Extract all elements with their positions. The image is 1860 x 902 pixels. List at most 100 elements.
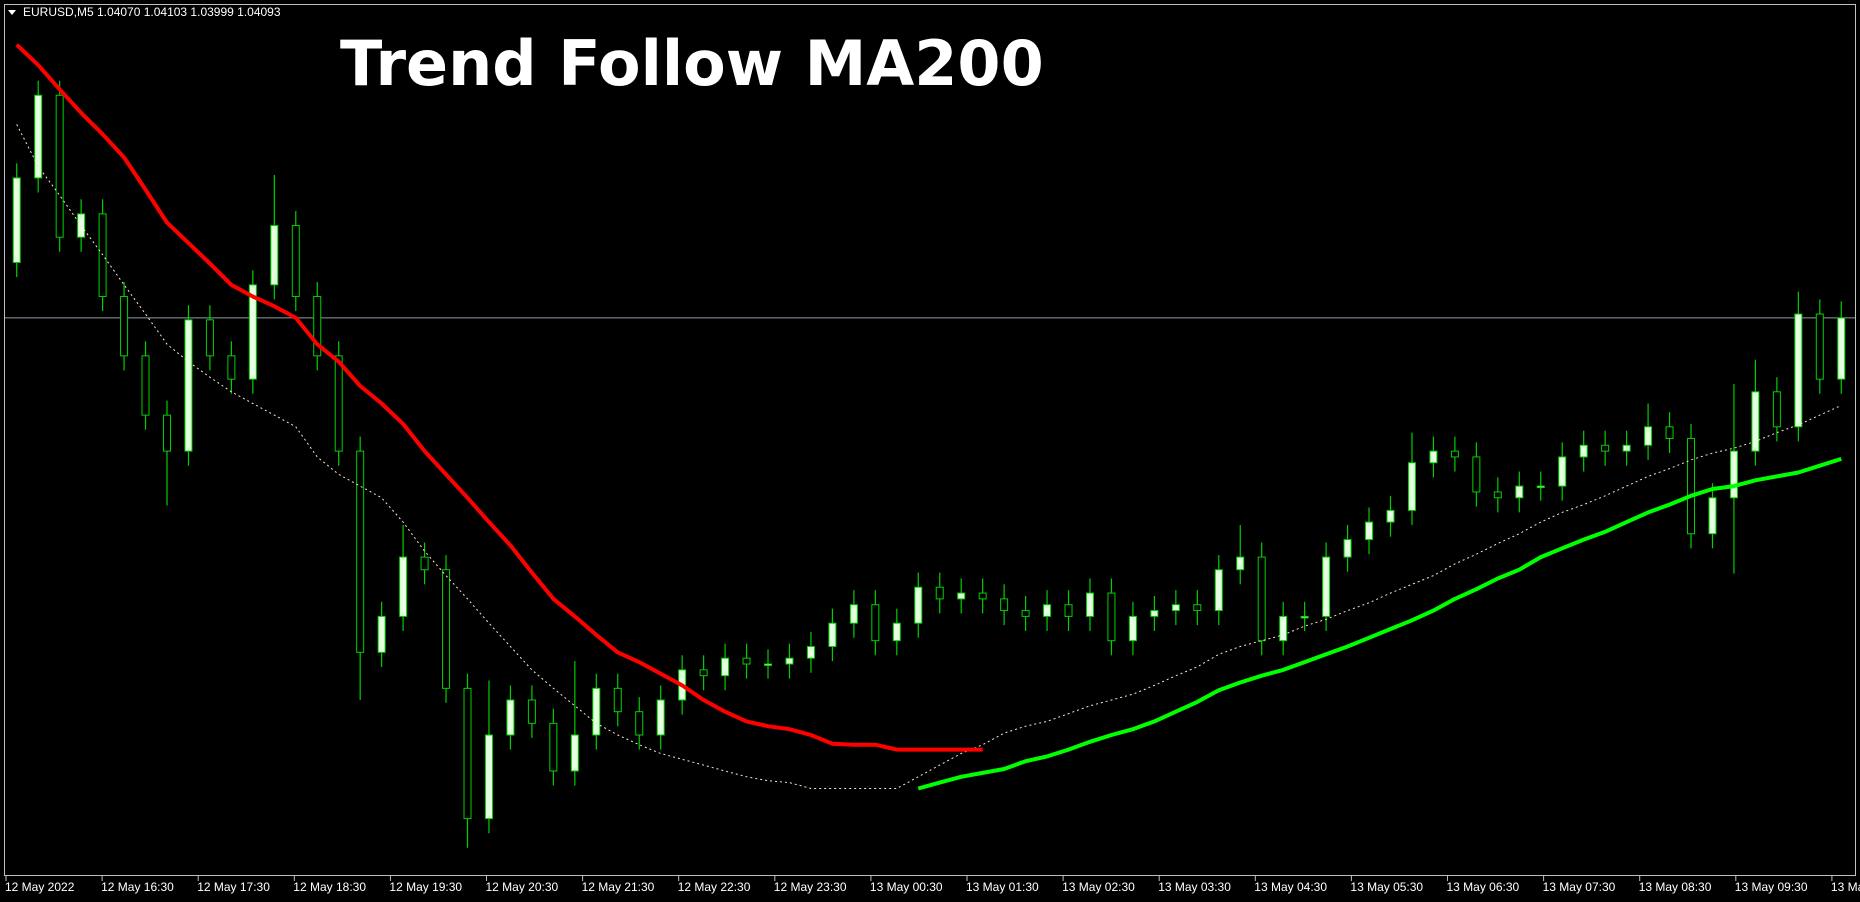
candle-body bbox=[806, 646, 815, 659]
x-tick-label: 13 May 04:30 bbox=[1254, 880, 1327, 894]
x-tick-label: 13 May 03:30 bbox=[1158, 880, 1231, 894]
candle-body bbox=[1622, 444, 1631, 452]
candle-body bbox=[1729, 450, 1738, 499]
plot-frame bbox=[4, 4, 1856, 876]
candle-body bbox=[1837, 317, 1846, 380]
candle-body bbox=[356, 450, 365, 653]
candle-body bbox=[1214, 569, 1223, 612]
x-tick-label: 12 May 20:30 bbox=[486, 880, 559, 894]
candle-body bbox=[227, 355, 236, 380]
ma-line bbox=[16, 124, 1842, 789]
candle-body bbox=[1107, 592, 1116, 642]
candle-body bbox=[270, 225, 279, 286]
candle-body bbox=[184, 319, 193, 452]
x-tick-label: 13 Ma bbox=[1831, 880, 1860, 894]
menu-arrow[interactable] bbox=[8, 10, 16, 15]
candle-body bbox=[1300, 615, 1309, 619]
candle-body bbox=[34, 94, 43, 179]
candle-body bbox=[399, 556, 408, 617]
x-tick-label: 13 May 00:30 bbox=[870, 880, 943, 894]
candle-body bbox=[248, 284, 257, 380]
candle-body bbox=[1493, 491, 1502, 499]
candle-body bbox=[55, 94, 64, 238]
candle-body bbox=[1407, 462, 1416, 511]
candle-body bbox=[1665, 426, 1674, 439]
candle-body bbox=[1064, 604, 1073, 617]
candle-body bbox=[721, 657, 730, 677]
candle-body bbox=[699, 669, 708, 677]
candle-body bbox=[1128, 615, 1137, 642]
candle-body bbox=[871, 604, 880, 642]
candle-body bbox=[1193, 604, 1202, 612]
candle-body bbox=[1772, 391, 1781, 428]
candle-body bbox=[1171, 604, 1180, 612]
candle-body bbox=[1085, 592, 1094, 617]
plot-area bbox=[5, 43, 1855, 848]
candle-body bbox=[1815, 313, 1824, 380]
candle-body bbox=[420, 556, 429, 571]
candle-body bbox=[828, 622, 837, 648]
candle-body bbox=[849, 604, 858, 624]
candle-body bbox=[120, 296, 129, 357]
candle-body bbox=[656, 699, 665, 736]
candle-body bbox=[1386, 509, 1395, 523]
x-tick-label: 12 May 2022 bbox=[5, 880, 75, 894]
x-tick-label: 12 May 23:30 bbox=[774, 880, 847, 894]
candle-body bbox=[1687, 437, 1696, 535]
x-tick-label: 13 May 05:30 bbox=[1350, 880, 1423, 894]
candle-body bbox=[978, 592, 987, 600]
candle-body bbox=[592, 687, 601, 736]
candle-body bbox=[549, 722, 558, 772]
x-tick-label: 13 May 07:30 bbox=[1543, 880, 1616, 894]
candle-body bbox=[742, 657, 751, 665]
candle-body bbox=[527, 699, 536, 724]
candle-body bbox=[914, 586, 923, 624]
candle-body bbox=[1515, 485, 1524, 499]
candle-body bbox=[1279, 615, 1288, 642]
candle-body bbox=[334, 355, 343, 452]
candle-body bbox=[785, 657, 794, 665]
candle-body bbox=[570, 734, 579, 772]
candle-body bbox=[1021, 610, 1030, 617]
candle-body bbox=[1150, 610, 1159, 617]
candle-body bbox=[463, 687, 472, 820]
candle-body bbox=[1751, 391, 1760, 452]
x-tick-label: 13 May 06:30 bbox=[1447, 880, 1520, 894]
candle-body bbox=[1601, 444, 1610, 452]
candle-body bbox=[377, 615, 386, 653]
candle-body bbox=[442, 569, 451, 689]
x-tick-label: 13 May 02:30 bbox=[1062, 880, 1135, 894]
candle-body bbox=[1536, 485, 1545, 489]
candle-body bbox=[1257, 556, 1266, 642]
candle-body bbox=[1365, 521, 1374, 541]
candle-body bbox=[935, 586, 944, 600]
chart-title: Trend Follow MA200 bbox=[340, 27, 1044, 100]
x-tick-label: 12 May 19:30 bbox=[389, 880, 462, 894]
candle-body bbox=[1322, 556, 1331, 617]
x-tick-label: 12 May 22:30 bbox=[678, 880, 751, 894]
x-tick-label: 13 May 01:30 bbox=[966, 880, 1039, 894]
candle-body bbox=[1794, 313, 1803, 428]
candle-body bbox=[1000, 598, 1009, 612]
candle-body bbox=[141, 355, 150, 416]
candle-body bbox=[1644, 426, 1653, 446]
candle-body bbox=[635, 711, 644, 736]
ma-line bbox=[917, 456, 1842, 791]
candle-body bbox=[313, 296, 322, 357]
ma-line bbox=[15, 43, 983, 752]
x-tick-label: 12 May 16:30 bbox=[101, 880, 174, 894]
candle-body bbox=[484, 734, 493, 820]
candle-body bbox=[1472, 456, 1481, 493]
candle-body bbox=[1236, 556, 1245, 571]
candle-body bbox=[12, 177, 21, 264]
x-tick-label: 12 May 18:30 bbox=[293, 880, 366, 894]
candle-body bbox=[1708, 497, 1717, 535]
x-tick-label: 12 May 21:30 bbox=[582, 880, 655, 894]
candle-body bbox=[1043, 604, 1052, 617]
candle-body bbox=[1343, 539, 1352, 558]
candle-body bbox=[291, 225, 300, 298]
x-tick-label: 13 May 08:30 bbox=[1639, 880, 1712, 894]
